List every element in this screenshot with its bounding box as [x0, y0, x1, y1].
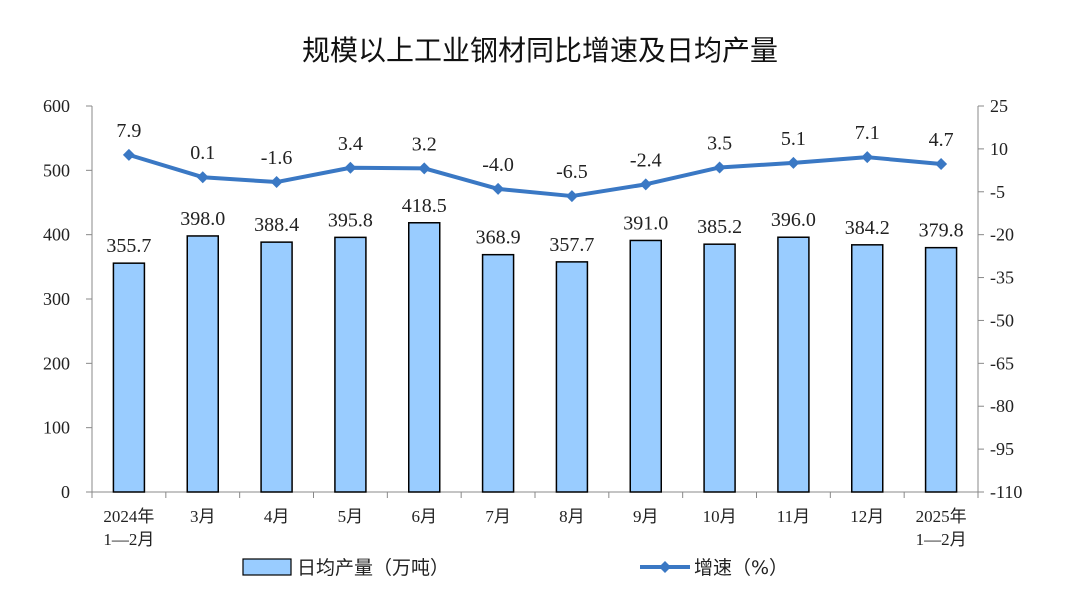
bar — [703, 243, 736, 493]
line-point — [565, 190, 578, 203]
x-axis-tick-label: 12月 — [850, 507, 884, 526]
chart-legend: 日均产量（万吨） 增速（%） — [242, 557, 788, 579]
x-axis-tick-label: 9月 — [633, 507, 659, 526]
line-point — [713, 161, 726, 174]
bar-value-label: 379.8 — [919, 220, 964, 242]
bar-value-label: 396.0 — [771, 209, 816, 231]
x-axis-tick-label: 2024年 — [103, 507, 154, 526]
bar — [777, 236, 810, 493]
right-axis-tick-label: 25 — [990, 96, 1008, 116]
bar — [334, 236, 367, 493]
right-axis-tick-label: -35 — [990, 268, 1014, 288]
right-axis-tick-label: -65 — [990, 353, 1014, 373]
x-axis-tick-label: 3月 — [190, 507, 216, 526]
bar — [555, 261, 589, 493]
x-axis-tick-label: 7月 — [485, 507, 511, 526]
line-value-label: -4.0 — [482, 154, 514, 176]
bar-value-label: 357.7 — [549, 234, 594, 256]
legend-bar-label: 日均产量（万吨） — [297, 557, 449, 579]
line-point — [270, 176, 283, 189]
left-axis-tick-label: 400 — [43, 225, 70, 245]
x-axis-tick-label: 10月 — [703, 507, 737, 526]
x-axis-tick-label: 2025年 — [916, 507, 967, 526]
bar — [260, 241, 293, 493]
line-value-label: -6.5 — [556, 161, 588, 183]
line-point — [787, 156, 800, 169]
bar — [481, 253, 515, 493]
line-series — [122, 148, 948, 203]
line-value-label: 5.1 — [781, 128, 806, 150]
bar — [629, 239, 662, 493]
line-point — [418, 162, 431, 175]
x-axis-tick-label: 4月 — [264, 507, 290, 526]
line-value-label: -1.6 — [261, 147, 293, 169]
left-axis-tick-label: 0 — [61, 482, 70, 502]
line-point — [935, 158, 948, 171]
bar-value-label: 388.4 — [254, 214, 299, 236]
line-value-label: 7.9 — [116, 120, 141, 142]
line-value-label: 4.7 — [929, 129, 954, 151]
bar-value-label: 418.5 — [402, 195, 447, 217]
bar-value-label: 395.8 — [328, 209, 373, 231]
x-axis-tick-label: 6月 — [412, 507, 438, 526]
x-axis-tick-label: 5月 — [338, 507, 364, 526]
right-axis-tick-label: -50 — [990, 310, 1014, 330]
bar-value-label: 355.7 — [106, 235, 151, 257]
line-point — [196, 171, 209, 184]
x-axis-tick-label: 1—2月 — [916, 530, 967, 549]
line-point — [492, 182, 505, 195]
line-value-label: 0.1 — [190, 142, 215, 164]
legend-line-label: 增速（%） — [694, 557, 788, 579]
chart-axes: 0 100 200 300 400 500 600 -110 -95 -80 -65 -50 -35 -2… — [43, 96, 1022, 549]
bar — [851, 244, 884, 493]
bar-value-label: 384.2 — [845, 217, 890, 239]
legend-bar-swatch — [242, 558, 292, 576]
x-axis-tick-label: 8月 — [559, 507, 585, 526]
right-axis-tick-label: -95 — [990, 439, 1014, 459]
right-axis-tick-label: 10 — [990, 139, 1008, 159]
x-axis-tick-label: 11月 — [777, 507, 810, 526]
right-axis-tick-label: -20 — [990, 225, 1014, 245]
bar — [186, 235, 219, 493]
bar-value-label: 391.0 — [623, 212, 668, 234]
line-point — [344, 161, 357, 174]
bar-series — [112, 222, 958, 493]
growth-rate-line — [128, 152, 942, 199]
right-axis-tick-label: -5 — [990, 182, 1005, 202]
left-axis-tick-label: 100 — [43, 418, 70, 438]
line-value-label: 7.1 — [855, 122, 880, 144]
right-axis-tick-label: -110 — [990, 482, 1022, 502]
bar — [112, 262, 146, 493]
line-point — [122, 148, 135, 161]
bar-value-label: 398.0 — [180, 208, 225, 230]
left-axis-tick-label: 200 — [43, 353, 70, 373]
data-labels: 355.7 398.0 388.4 395.8 418.5 368.9 357.7 391.0… — [106, 120, 963, 257]
line-value-label: 3.2 — [412, 133, 437, 155]
right-axis-tick-label: -80 — [990, 396, 1014, 416]
legend-line-marker — [659, 561, 671, 573]
line-value-label: 3.5 — [707, 132, 732, 154]
bar — [924, 246, 958, 493]
chart-title: 规模以上工业钢材同比增速及日均产量 — [302, 34, 778, 67]
line-point — [861, 151, 874, 164]
bar-value-label: 368.9 — [476, 227, 521, 249]
bar-value-label: 385.2 — [697, 216, 742, 238]
left-axis-tick-label: 600 — [43, 96, 70, 116]
left-axis-tick-label: 500 — [43, 160, 70, 180]
bar — [408, 222, 441, 493]
line-value-label: -2.4 — [630, 149, 662, 171]
line-value-label: 3.4 — [338, 133, 363, 155]
line-point — [639, 178, 652, 191]
x-axis-tick-label: 1—2月 — [103, 530, 154, 549]
left-axis-tick-label: 300 — [43, 289, 70, 309]
